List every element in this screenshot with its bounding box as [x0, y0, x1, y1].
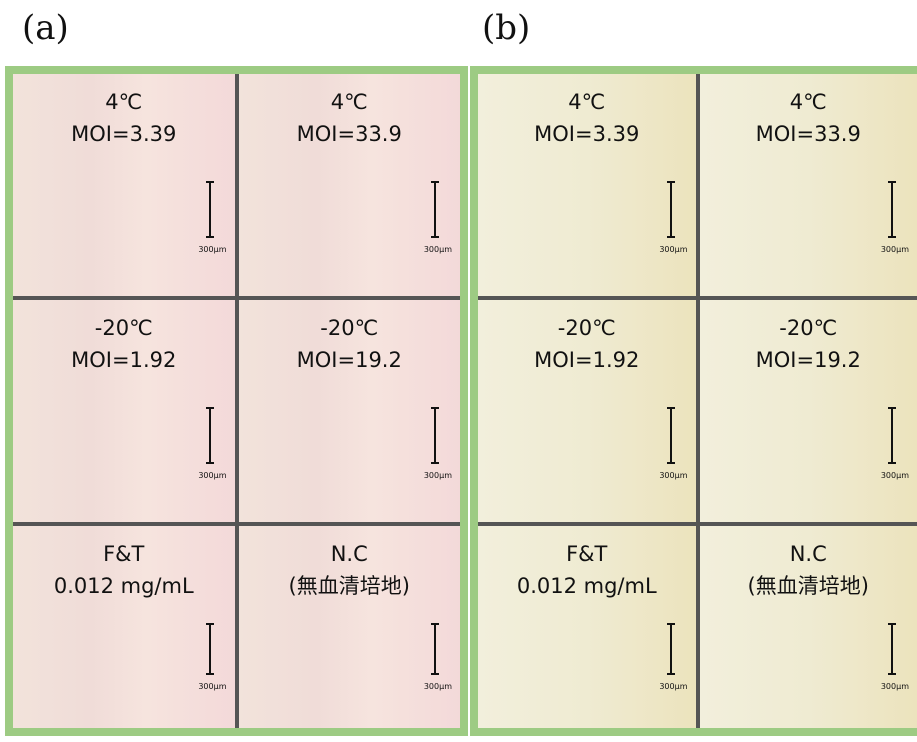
scale-bar: [666, 180, 675, 239]
condition-line: F&T: [103, 542, 145, 566]
condition-label: 4℃ MOI=3.39: [13, 86, 235, 150]
condition-line: 0.012 mg/mL: [53, 574, 194, 598]
scale-bar: [205, 406, 214, 465]
micrograph: -20℃ MOI=19.2 300μm: [699, 300, 917, 522]
condition-line: MOI=33.9: [296, 122, 402, 146]
condition-line: -20℃: [320, 316, 379, 340]
condition-line: MOI=33.9: [755, 122, 861, 146]
scale-bar: [431, 622, 439, 676]
condition-label: 4℃ MOI=33.9: [700, 86, 917, 150]
condition-line: -20℃: [557, 316, 616, 340]
scale-bar-label: 300μm: [423, 470, 452, 480]
scale-bar: [205, 622, 214, 676]
scale-bar-label: 300μm: [423, 244, 452, 254]
micrograph: 4℃ MOI=3.39 300μm: [13, 74, 235, 296]
micrograph: -20℃ MOI=19.2 300μm: [238, 300, 461, 522]
micrograph: N.C (無血清培地) 300μm: [238, 526, 461, 728]
micrograph: -20℃ MOI=1.92 300μm: [478, 300, 696, 522]
scale-bar: [888, 622, 896, 676]
condition-line: F&T: [566, 542, 608, 566]
condition-line: N.C: [330, 542, 368, 566]
condition-line: -20℃: [779, 316, 838, 340]
condition-line: MOI=1.92: [71, 348, 177, 372]
condition-line: MOI=19.2: [755, 348, 861, 372]
scale-bar: [666, 622, 675, 676]
condition-line: MOI=3.39: [71, 122, 177, 146]
image-panel: 4℃ MOI=3.39 300μm 4℃ MOI=33.9 300μm -20℃ MOI=1.…: [5, 66, 468, 736]
condition-label: F&T 0.012 mg/mL: [478, 538, 696, 602]
condition-line: MOI=1.92: [534, 348, 640, 372]
micrograph: -20℃ MOI=1.92 300μm: [13, 300, 235, 522]
condition-line: -20℃: [94, 316, 153, 340]
condition-label: -20℃ MOI=19.2: [700, 312, 917, 376]
scale-bar: [431, 180, 439, 239]
condition-line: (無血清培地): [288, 574, 410, 598]
scale-bar-label: 300μm: [880, 470, 909, 480]
condition-label: 4℃ MOI=33.9: [239, 86, 461, 150]
micrograph: 4℃ MOI=33.9 300μm: [699, 74, 917, 296]
scale-bar-label: 300μm: [659, 244, 688, 254]
micrograph: F&T 0.012 mg/mL 300μm: [478, 526, 696, 728]
scale-bar-label: 300μm: [880, 681, 909, 691]
scale-bar-label: 300μm: [659, 470, 688, 480]
micrograph: 4℃ MOI=33.9 300μm: [238, 74, 461, 296]
condition-line: MOI=19.2: [296, 348, 402, 372]
condition-label: -20℃ MOI=1.92: [13, 312, 235, 376]
condition-line: 4℃: [789, 90, 827, 114]
condition-line: MOI=3.39: [534, 122, 640, 146]
panel-label: (b): [482, 8, 531, 48]
scale-bar-label: 300μm: [198, 470, 227, 480]
micrograph: 4℃ MOI=3.39 300μm: [478, 74, 696, 296]
scale-bar: [431, 406, 439, 465]
condition-label: N.C (無血清培地): [239, 538, 461, 602]
image-panel: 4℃ MOI=3.39 300μm 4℃ MOI=33.9 300μm -20℃ MOI=1.…: [470, 66, 917, 736]
condition-label: -20℃ MOI=1.92: [478, 312, 696, 376]
condition-label: N.C (無血清培地): [700, 538, 917, 602]
micrograph: N.C (無血清培地) 300μm: [699, 526, 917, 728]
condition-label: F&T 0.012 mg/mL: [13, 538, 235, 602]
scale-bar: [205, 180, 214, 239]
condition-line: (無血清培地): [747, 574, 869, 598]
scale-bar: [666, 406, 675, 465]
scale-bar-label: 300μm: [659, 681, 688, 691]
condition-label: 4℃ MOI=3.39: [478, 86, 696, 150]
scale-bar: [888, 180, 896, 239]
condition-line: N.C: [789, 542, 827, 566]
scale-bar: [888, 406, 896, 465]
scale-bar-label: 300μm: [880, 244, 909, 254]
scale-bar-label: 300μm: [423, 681, 452, 691]
condition-line: 0.012 mg/mL: [516, 574, 657, 598]
condition-label: -20℃ MOI=19.2: [239, 312, 461, 376]
condition-line: 4℃: [105, 90, 143, 114]
scale-bar-label: 300μm: [198, 681, 227, 691]
panel-label: (a): [22, 8, 69, 48]
micrograph: F&T 0.012 mg/mL 300μm: [13, 526, 235, 728]
scale-bar-label: 300μm: [198, 244, 227, 254]
condition-line: 4℃: [568, 90, 606, 114]
condition-line: 4℃: [330, 90, 368, 114]
